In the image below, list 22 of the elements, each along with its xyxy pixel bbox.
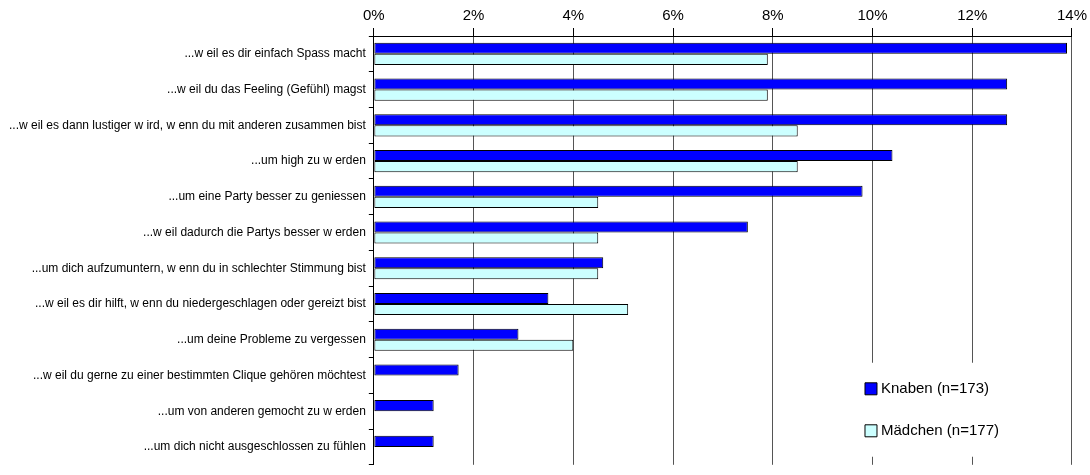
- y-tick-label: ...w eil du das Feeling (Gefühl) magst: [167, 81, 367, 96]
- y-tick-label: ...um deine Probleme zu vergessen: [177, 332, 366, 347]
- y-tick-label: ...um dich nicht ausgeschlossen zu fühlen: [143, 439, 366, 454]
- y-tick-label: ...um eine Party besser zu geniessen: [168, 189, 366, 204]
- x-tick-label: 2%: [462, 6, 485, 24]
- y-tick-label: ...w eil es dann lustiger w ird, w enn du mit anderen zusammen bist: [8, 117, 367, 132]
- legend-label: Knaben (n=173): [881, 378, 990, 396]
- x-tick-label: 8%: [761, 6, 784, 24]
- y-tick-label: ...w eil dadurch die Partys besser w erden: [143, 224, 366, 239]
- x-tick-label: 12%: [957, 6, 988, 24]
- y-tick-label: ...um von anderen gemocht zu w erden: [157, 403, 366, 418]
- x-tick-label: 4%: [562, 6, 585, 24]
- y-tick-label: ...um high zu w erden: [251, 153, 366, 168]
- x-tick-label: 0%: [362, 6, 385, 24]
- x-tick-label: 14%: [1056, 6, 1087, 24]
- x-tick-label: 10%: [857, 6, 888, 24]
- y-tick-label: ...w eil es dir einfach Spass macht: [184, 46, 367, 61]
- y-tick-label: ...w eil du gerne zu einer bestimmten Clique gehören möchtest: [32, 367, 367, 382]
- x-tick-label: 6%: [662, 6, 684, 24]
- y-tick-label: ...w eil es dir hilft, w enn du niedergeschlagen oder gereizt bist: [34, 296, 367, 311]
- legend-label: Mädchen (n=177): [881, 420, 999, 438]
- y-tick-label: ...um dich aufzumuntern, w enn du in schlechter Stimmung bist: [31, 260, 367, 275]
